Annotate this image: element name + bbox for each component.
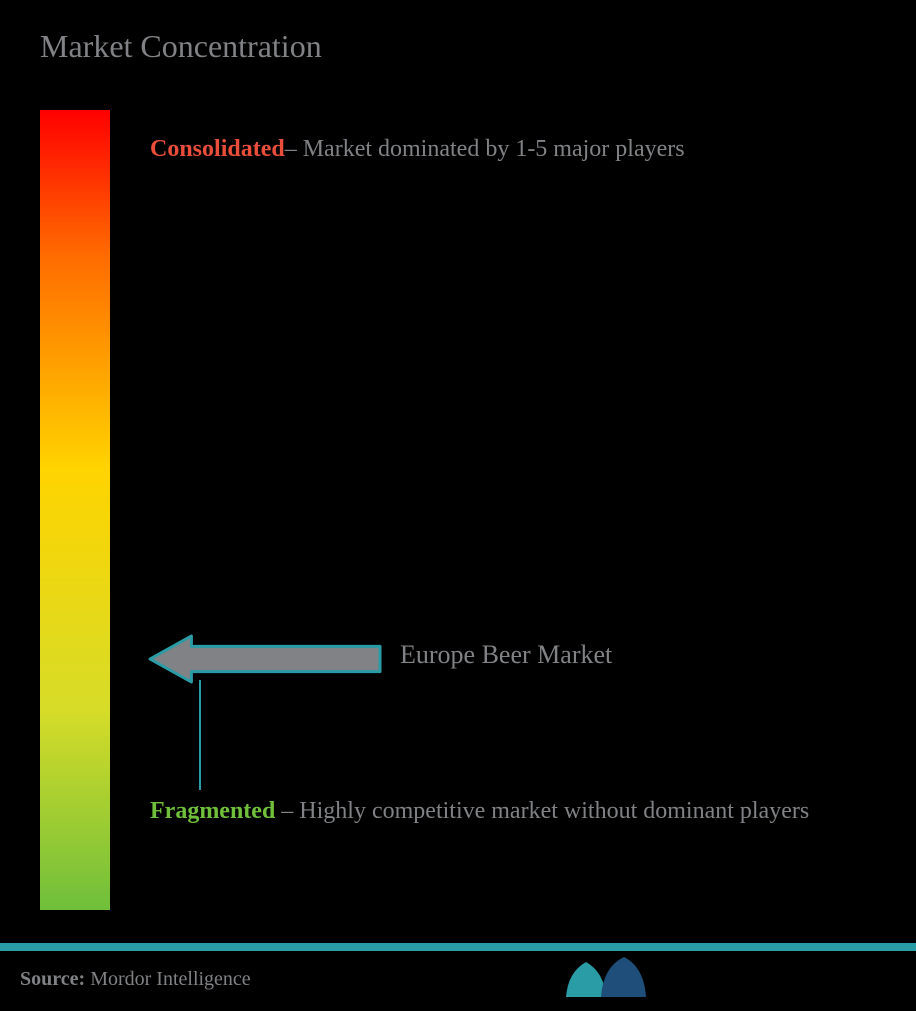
concentration-gradient-bar (40, 110, 110, 910)
consolidated-row: Consolidated– Market dominated by 1-5 ma… (150, 128, 886, 171)
consolidated-label: Consolidated (150, 136, 285, 162)
fragmented-label: Fragmented (150, 798, 275, 824)
fragmented-row: Fragmented – Highly competitive market w… (150, 790, 886, 833)
marker-label-text: Europe Beer Market (400, 640, 612, 669)
brand-logo-icon (566, 957, 646, 997)
source-text: Mordor Intelligence (85, 968, 251, 990)
fragmented-desc: – Highly competitive market without domi… (275, 798, 809, 824)
page-title: Market Concentration (40, 28, 322, 65)
marker-label: Europe Beer Market (400, 640, 612, 670)
source-attribution: Source: Mordor Intelligence (20, 968, 251, 991)
consolidated-desc: – Market dominated by 1-5 major players (285, 136, 685, 162)
title-text: Market Concentration (40, 28, 322, 64)
source-label: Source: (20, 968, 85, 990)
bottom-accent-border (0, 943, 916, 951)
